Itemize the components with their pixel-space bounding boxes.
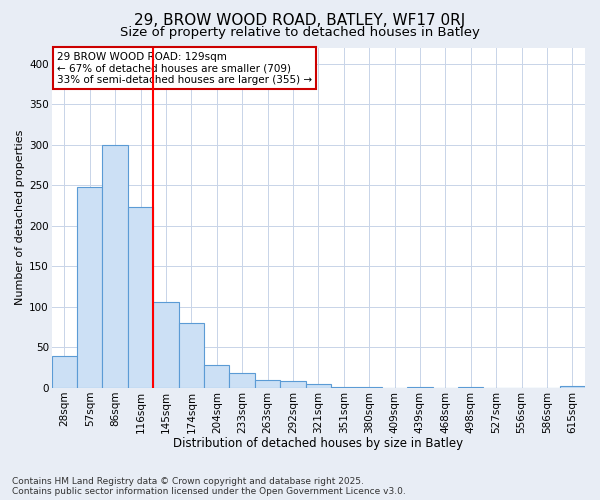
Text: Contains HM Land Registry data © Crown copyright and database right 2025.
Contai: Contains HM Land Registry data © Crown c… xyxy=(12,476,406,496)
Bar xyxy=(179,323,204,388)
Bar xyxy=(280,380,305,388)
Bar xyxy=(204,365,229,388)
Bar xyxy=(331,387,356,388)
Bar xyxy=(153,302,179,388)
Bar xyxy=(305,384,331,388)
Bar xyxy=(128,207,153,388)
Bar xyxy=(255,380,280,388)
Bar xyxy=(560,386,585,388)
Y-axis label: Number of detached properties: Number of detached properties xyxy=(15,130,25,306)
Text: 29 BROW WOOD ROAD: 129sqm
← 67% of detached houses are smaller (709)
33% of semi: 29 BROW WOOD ROAD: 129sqm ← 67% of detac… xyxy=(57,52,312,85)
Text: Size of property relative to detached houses in Batley: Size of property relative to detached ho… xyxy=(120,26,480,39)
Bar xyxy=(229,374,255,388)
Bar xyxy=(77,187,103,388)
Bar xyxy=(103,145,128,388)
Text: 29, BROW WOOD ROAD, BATLEY, WF17 0RJ: 29, BROW WOOD ROAD, BATLEY, WF17 0RJ xyxy=(134,12,466,28)
X-axis label: Distribution of detached houses by size in Batley: Distribution of detached houses by size … xyxy=(173,437,463,450)
Bar xyxy=(356,387,382,388)
Bar xyxy=(407,387,433,388)
Bar xyxy=(52,356,77,388)
Bar xyxy=(458,387,484,388)
